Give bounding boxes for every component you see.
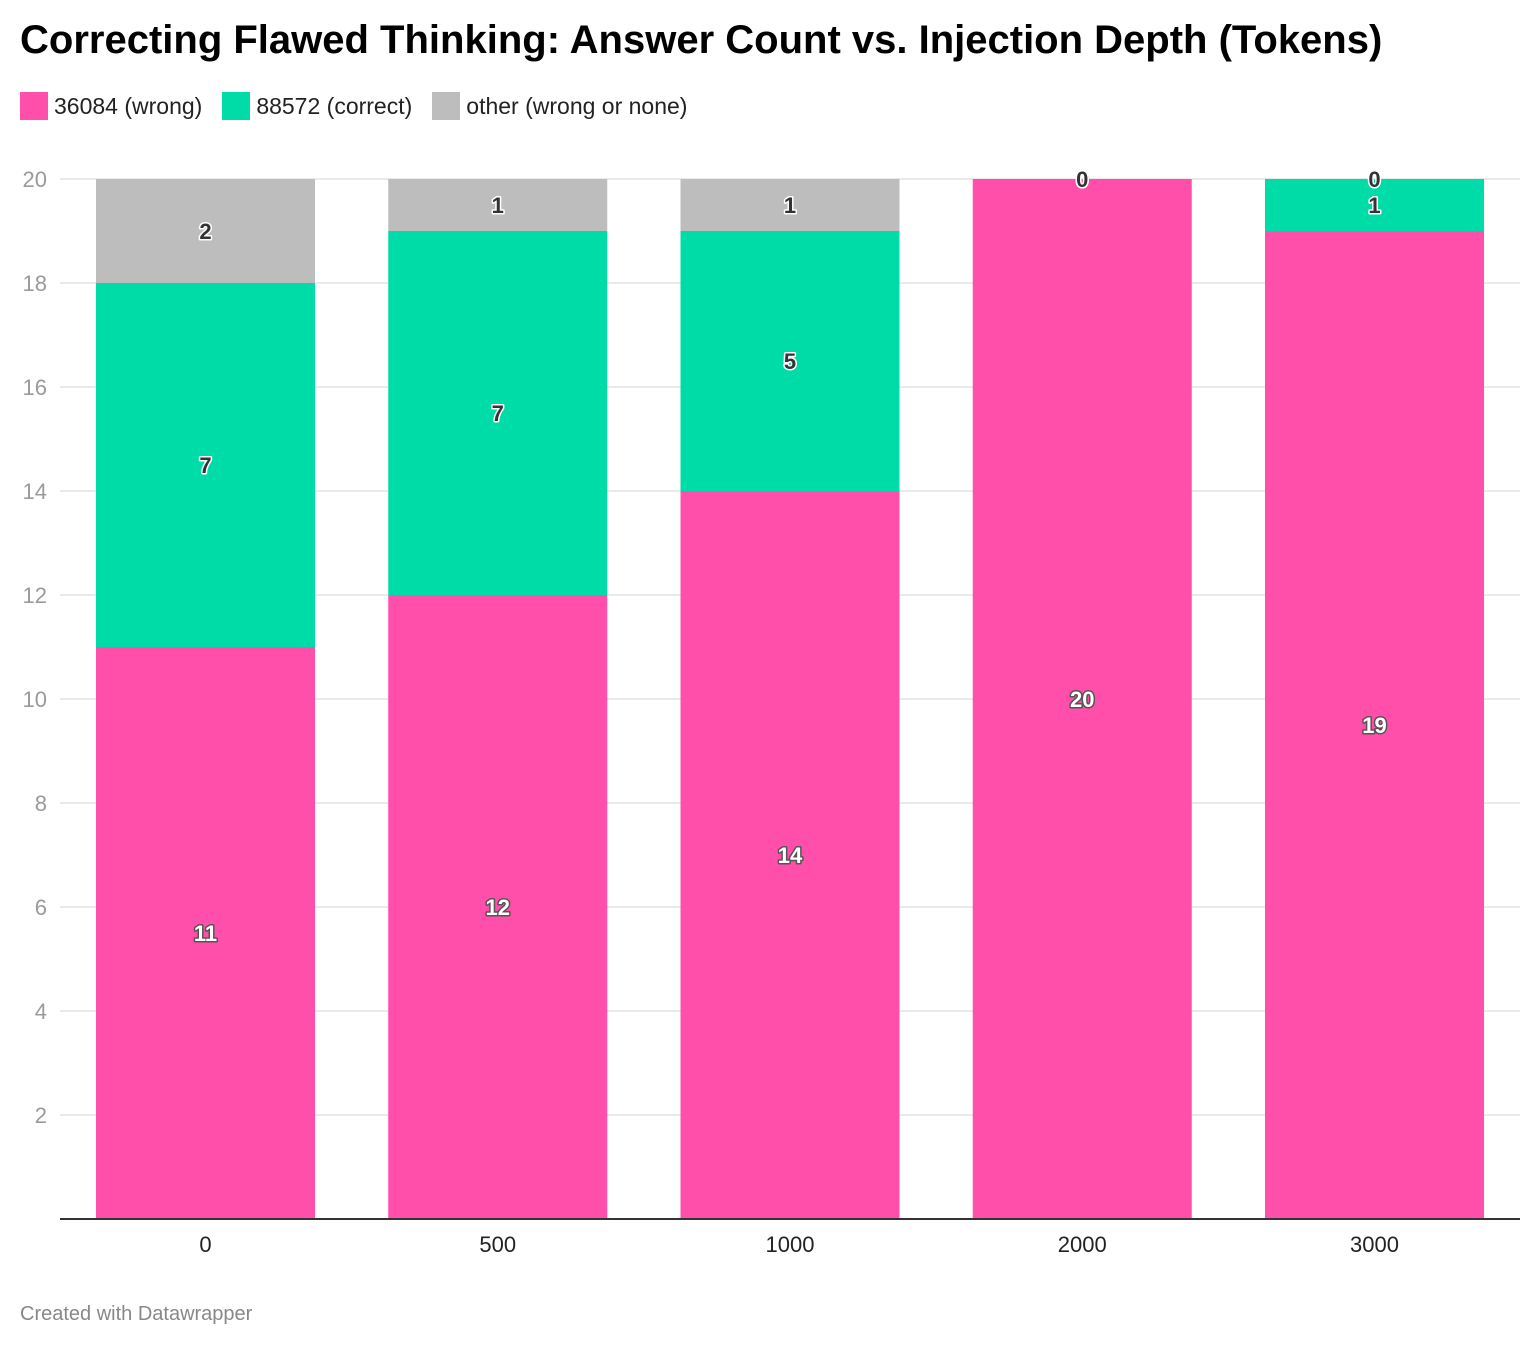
bar-segment	[680, 491, 900, 1219]
legend-item-correct: 88572 (correct)	[222, 92, 412, 120]
x-tick-label: 500	[479, 1232, 516, 1257]
y-tick-label: 8	[35, 791, 47, 816]
legend-item-wrong: 36084 (wrong)	[20, 92, 202, 120]
legend-label-wrong: 36084 (wrong)	[54, 92, 203, 119]
data-label: 20	[1070, 687, 1094, 712]
chart-title: Correcting Flawed Thinking: Answer Count…	[20, 18, 1383, 62]
y-tick-label: 6	[35, 895, 47, 920]
data-label: 11	[194, 921, 217, 946]
y-tick-label: 18	[23, 271, 47, 296]
data-label: 1	[492, 193, 504, 218]
bar-segment	[680, 231, 900, 491]
data-label: 1	[1368, 193, 1380, 218]
bar-segment	[388, 595, 608, 1219]
legend: 36084 (wrong) 88572 (correct) other (wro…	[20, 92, 707, 120]
bar-segment	[680, 179, 900, 231]
legend-swatch-correct	[222, 92, 251, 120]
data-label: 2	[199, 219, 211, 244]
data-label: 14	[778, 843, 803, 868]
x-tick-label: 1000	[766, 1232, 815, 1257]
y-tick-label: 10	[23, 687, 47, 712]
bar-segment	[1265, 179, 1484, 231]
footer-credit: Created with Datawrapper	[20, 1303, 253, 1325]
legend-item-other: other (wrong or none)	[432, 92, 687, 120]
y-tick-label: 14	[23, 479, 47, 504]
data-label: 0	[1076, 167, 1088, 192]
bar-segment	[388, 179, 608, 231]
data-label: 7	[199, 453, 211, 478]
legend-swatch-other	[432, 92, 461, 120]
bar-segment	[96, 179, 315, 283]
x-tick-label: 0	[199, 1232, 211, 1257]
y-tick-label: 20	[23, 167, 47, 192]
data-label: 1	[784, 193, 796, 218]
x-tick-label: 3000	[1350, 1232, 1399, 1257]
bar-segment	[972, 179, 1192, 1219]
data-label: 5	[784, 349, 796, 374]
data-label: 0	[1368, 167, 1380, 192]
legend-label-correct: 88572 (correct)	[256, 92, 413, 119]
stacked-bar-chart: 2468101214161820117201271500145110002000…	[23, 166, 1520, 1257]
x-tick-label: 2000	[1058, 1232, 1107, 1257]
bar-segment	[96, 283, 315, 647]
legend-swatch-wrong	[20, 92, 48, 120]
data-label: 19	[1362, 713, 1386, 738]
y-tick-label: 2	[35, 1103, 47, 1128]
y-tick-label: 4	[35, 999, 47, 1024]
legend-label-other: other (wrong or none)	[466, 92, 688, 119]
bar-segment	[96, 647, 315, 1219]
data-label: 0	[1076, 167, 1088, 192]
bar-segment	[1265, 231, 1484, 1219]
y-tick-label: 16	[23, 375, 47, 400]
data-label: 12	[486, 895, 510, 920]
y-tick-label: 12	[23, 583, 47, 608]
bar-segment	[388, 231, 608, 595]
data-label: 7	[492, 401, 504, 426]
